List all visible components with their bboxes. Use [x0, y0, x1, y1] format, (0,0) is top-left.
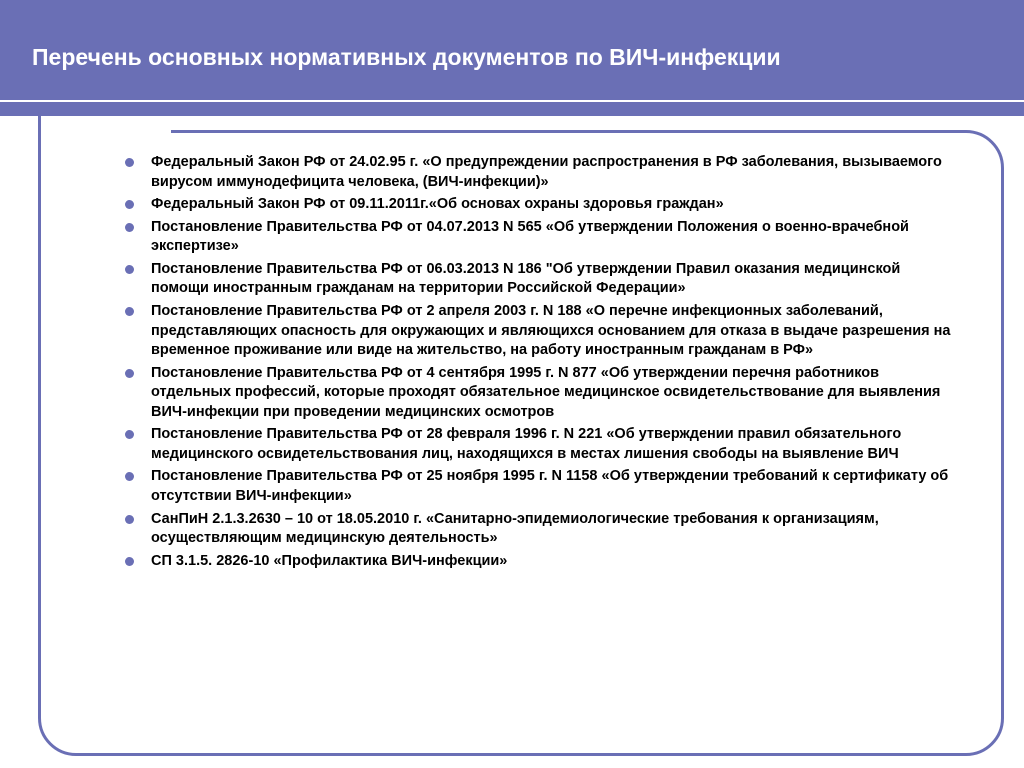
list-item: Постановление Правительства РФ от 04.07.… [131, 218, 961, 257]
list-item: Постановление Правительства РФ от 4 сент… [131, 364, 961, 423]
list-item: Постановление Правительства РФ от 28 фев… [131, 425, 961, 464]
slide-header: Перечень основных нормативных документов… [0, 0, 1024, 116]
content-frame: Федеральный Закон РФ от 24.02.95 г. «О п… [38, 130, 1004, 756]
list-item: СанПиН 2.1.3.2630 – 10 от 18.05.2010 г. … [131, 510, 961, 549]
list-item: Постановление Правительства РФ от 06.03.… [131, 260, 961, 299]
slide-title: Перечень основных нормативных документов… [32, 44, 781, 72]
list-item: Постановление Правительства РФ от 25 ноя… [131, 467, 961, 506]
list-item: Постановление Правительства РФ от 2 апре… [131, 302, 961, 361]
list-item: Федеральный Закон РФ от 24.02.95 г. «О п… [131, 153, 961, 192]
list-item: Федеральный Закон РФ от 09.11.2011г.«Об … [131, 195, 961, 215]
list-item: СП 3.1.5. 2826-10 «Профилактика ВИЧ-инфе… [131, 552, 961, 572]
document-list: Федеральный Закон РФ от 24.02.95 г. «О п… [101, 153, 961, 571]
